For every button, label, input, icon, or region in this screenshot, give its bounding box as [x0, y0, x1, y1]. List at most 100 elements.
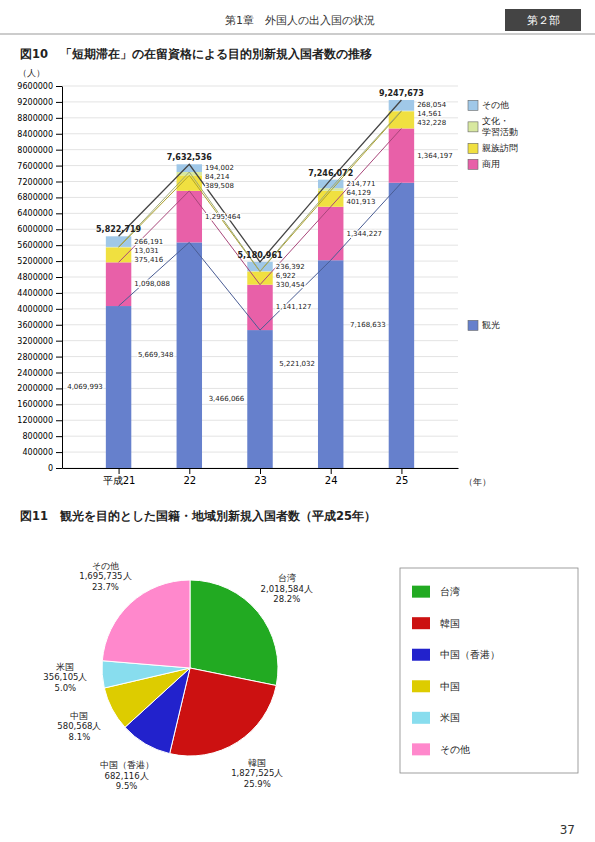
pie-label-line: 中国（香港）: [100, 760, 154, 770]
y-tick-mark: [56, 309, 62, 310]
y-tick-mark: [56, 357, 62, 358]
x-tick: 23: [254, 468, 267, 486]
legend-item: その他: [412, 743, 470, 755]
y-tick: 3600000: [17, 321, 62, 330]
y-tick-mark: [56, 182, 62, 183]
pie-label: その他1,695,735人23.7%: [79, 561, 131, 592]
pie-label-line: 2,018,584人: [261, 584, 313, 594]
data-label: 375,416: [134, 256, 163, 264]
legend-swatch: [412, 712, 430, 724]
data-label: 1,141,127: [276, 303, 312, 311]
legend-swatch: [468, 100, 478, 110]
legend-label: 商用: [482, 159, 500, 169]
legend-swatch: [468, 320, 478, 330]
y-tick: 4000000: [17, 305, 62, 314]
total-label: 5,180,961: [237, 251, 282, 260]
y-tick-label: 400000: [22, 448, 53, 457]
y-tick: 4400000: [17, 289, 62, 298]
legend-swatch: [412, 617, 430, 629]
series: [106, 111, 414, 272]
legend-swatch: [468, 143, 478, 153]
pie-label: 中国580,568人8.1%: [57, 711, 101, 742]
page-number: 37: [560, 823, 575, 837]
y-axis-line: [62, 87, 63, 469]
x-tick-label: 22: [183, 475, 196, 486]
legend-swatch: [412, 680, 430, 692]
y-tick-mark: [56, 134, 62, 135]
legend-swatch: [412, 743, 430, 755]
text-line: その他: [482, 100, 509, 110]
legend: 台湾韓国中国（香港）中国米国その他: [400, 568, 578, 773]
x-tick-mark: [401, 468, 402, 474]
total-label: 9,247,673: [379, 89, 424, 98]
legend-swatch: [468, 122, 478, 132]
total-label: 7,632,536: [167, 153, 212, 162]
data-label: 5,221,032: [279, 360, 315, 368]
x-tick-label: 平成21: [103, 475, 136, 486]
y-tick-label: 7600000: [17, 162, 53, 171]
pie-label-line: 28.2%: [273, 594, 300, 604]
pie-label-line: 682,116人: [104, 771, 148, 781]
series: [106, 128, 414, 330]
bar: [247, 262, 272, 271]
bar: [177, 242, 202, 468]
y-tick-label: 800000: [22, 432, 53, 441]
data-label: 64,129: [346, 189, 371, 197]
legend-label: 親族訪問: [482, 143, 518, 153]
text-line: 観光: [482, 320, 500, 330]
x-tick: 22: [183, 468, 196, 486]
legend-label: 中国（香港）: [440, 649, 500, 660]
chart-title: 図10 「短期滞在」の在留資格による目的別新規入国者数の推移: [20, 47, 372, 61]
legend-item: 観光: [468, 320, 500, 330]
y-tick-label: 4800000: [17, 273, 53, 282]
y-tick: 3200000: [17, 337, 62, 346]
y-tick: 8000000: [17, 146, 62, 155]
y-tick-mark: [56, 388, 62, 389]
header-rule: [0, 34, 595, 35]
y-tick: 9600000: [17, 82, 62, 91]
data-label: 266,191: [134, 238, 163, 246]
pie-label-line: 25.9%: [244, 779, 271, 789]
pie-label-line: 韓国: [248, 758, 266, 768]
data-label: 5,669,348: [138, 351, 174, 359]
y-tick-label: 7200000: [17, 178, 53, 187]
bar: [106, 247, 131, 262]
y-tick-label: 4400000: [17, 289, 53, 298]
legend: その他文化・学習活動親族訪問商用観光: [468, 100, 518, 330]
y-tick-mark: [56, 261, 62, 262]
pie-label: 米国356,105人5.0%: [43, 662, 87, 693]
x-tick: 25: [396, 468, 409, 486]
y-tick: 0: [48, 464, 62, 473]
y-tick-mark: [56, 150, 62, 151]
pie-label-line: 356,105人: [43, 672, 87, 682]
y-tick-label: 6400000: [17, 209, 53, 218]
page-root: 第1章 外国人の出入国の状況第２部37図10 「短期滞在」の在留資格による目的別…: [0, 0, 595, 842]
data-label: 7,168,633: [350, 321, 386, 329]
legend-frame: [400, 568, 578, 773]
y-tick-mark: [56, 166, 62, 167]
data-label: 401,913: [346, 198, 375, 206]
y-tick-label: 4000000: [17, 305, 53, 314]
legend-label: 米国: [440, 712, 460, 723]
series: [106, 100, 414, 271]
grid: [62, 86, 458, 468]
pie-label-line: 1,695,735人: [79, 571, 131, 581]
pie-label-line: 9.5%: [116, 781, 138, 791]
pie-label-line: 米国: [56, 662, 74, 672]
y-tick: 7200000: [17, 178, 62, 187]
y-tick-mark: [56, 277, 62, 278]
y-tick-label: 3600000: [17, 321, 53, 330]
y-tick-label: 8800000: [17, 114, 53, 123]
total-line: [119, 100, 402, 262]
y-tick: 9200000: [17, 98, 62, 107]
pie-label-line: 5.0%: [55, 683, 77, 693]
y-tick-label: 3200000: [17, 337, 53, 346]
bar: [106, 306, 131, 468]
total-label: 5,822,719: [96, 225, 141, 234]
y-tick-label: 2000000: [17, 384, 53, 393]
part-text: 第２部: [527, 14, 560, 27]
data-label: 1,098,088: [134, 280, 170, 288]
y-axis-label: （人）: [18, 68, 45, 78]
y-axis: 0400000800000120000016000002000000240000…: [17, 82, 62, 473]
bar: [389, 183, 414, 468]
